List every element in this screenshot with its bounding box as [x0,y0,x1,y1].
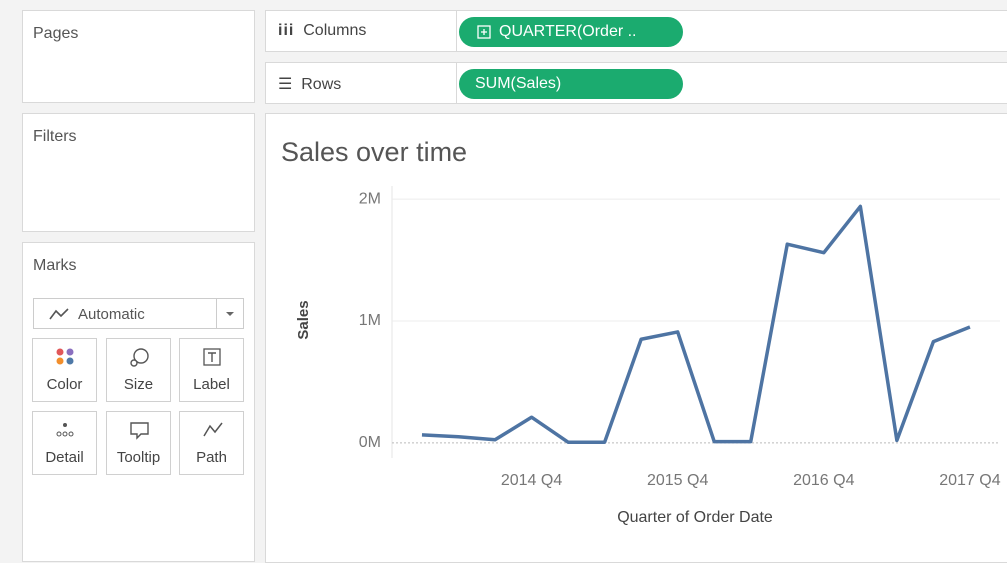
button-label: Tooltip [116,449,161,466]
marks-card: Marks Automatic Color Size Label Detail … [22,242,255,562]
label-button[interactable]: Label [179,338,244,402]
x-tick-label: 2014 Q4 [501,472,562,489]
x-tick-label: 2016 Q4 [793,472,854,489]
pages-title: Pages [33,25,79,42]
tooltip-button[interactable]: Tooltip [106,411,171,475]
path-button[interactable]: Path [179,411,244,475]
dropdown-arrow [216,299,243,328]
detail-button[interactable]: Detail [32,411,97,475]
color-button[interactable]: Color [32,338,97,402]
columns-text: Columns [303,22,367,39]
columns-header [266,11,457,51]
mark-type-dropdown[interactable]: Automatic [33,298,244,329]
sales-line [421,204,971,444]
y-tick-label: 1M [359,312,381,329]
mark-type: Automatic [78,306,145,323]
chart-title: Sales over time [281,137,467,167]
button-label: Path [196,449,227,466]
y-tick-label: 0M [359,434,381,451]
rows-label: ☰ Rows [278,76,342,93]
pages-card: Pages [22,10,255,103]
rows-header [266,63,457,103]
filters-title: Filters [33,128,77,145]
x-tick-label: 2015 Q4 [647,472,708,489]
y-tick-label: 2M [359,190,381,207]
columns-label: iii Columns [278,22,367,39]
rows-pill[interactable]: SUM(Sales) [459,69,683,99]
line-icon [49,308,69,320]
button-label: Label [193,376,230,393]
button-label: Size [123,376,154,393]
x-axis-label: Quarter of Order Date [617,509,773,526]
button-label: Color [46,376,83,393]
pill-text: QUARTER(Order .. [499,23,637,40]
chart-pane [265,113,1007,563]
rows-text: Rows [301,76,342,93]
filters-card: Filters [22,113,255,232]
size-button[interactable]: Size [106,338,171,402]
pill-text: SUM(Sales) [475,75,562,92]
marks-title: Marks [33,257,77,274]
rows-shelf: ☰ Rows SUM(Sales) [265,62,1007,104]
y-axis-label: Sales [295,300,312,339]
x-tick-label: 2017 Q4 [939,472,1000,489]
columns-shelf: iii Columns QUARTER(Order .. [265,10,1007,52]
columns-pill[interactable]: QUARTER(Order .. [459,17,683,47]
button-label: Detail [45,449,84,466]
